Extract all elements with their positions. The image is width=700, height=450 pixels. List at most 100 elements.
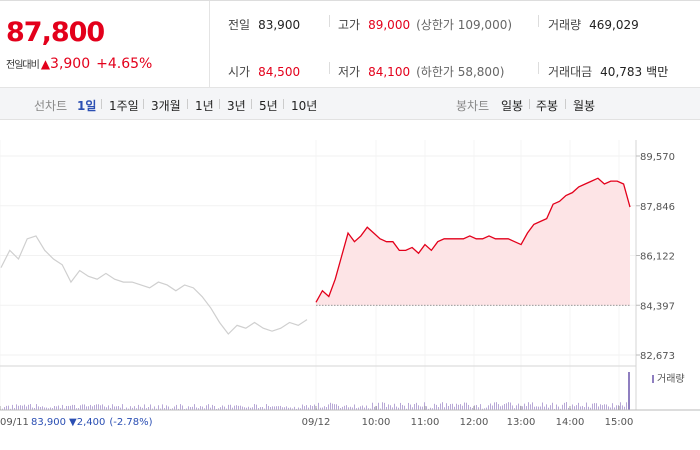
volume-bar [496, 402, 497, 410]
volume-bar [186, 408, 187, 410]
stat-high-value: 89,000 [368, 18, 411, 32]
stat-open-value: 84,500 [258, 65, 301, 79]
previous-day-series [0, 235, 308, 335]
volume-bar [276, 406, 277, 410]
volume-bar [194, 404, 195, 410]
volume-bar [240, 405, 241, 410]
volume-bar [280, 405, 281, 410]
volume-bar [528, 402, 529, 410]
volume-bar [294, 406, 295, 410]
volume-bar [330, 402, 331, 410]
volume-bar [434, 403, 435, 410]
divider [251, 99, 252, 109]
volume-bar [406, 408, 407, 410]
volume-bar [340, 408, 341, 410]
volume-bar [126, 407, 127, 410]
down-arrow-icon: ▼ [69, 417, 77, 428]
volume-bar [516, 405, 517, 410]
volume-bar [230, 404, 231, 410]
volume-bar [46, 407, 47, 410]
current-price: 87,800 [6, 17, 105, 48]
volume-bar [384, 402, 385, 410]
volume-bar [554, 408, 555, 410]
volume-bar [556, 404, 557, 410]
volume-bar [492, 405, 493, 410]
volume-bar [380, 408, 381, 410]
volume-bar [264, 408, 265, 410]
stat-trade-value-value: 40,783 [600, 65, 643, 79]
period-tab-1w[interactable]: 1주일 [109, 99, 139, 113]
volume-bar [170, 408, 171, 410]
volume-bar [490, 403, 491, 410]
period-tab-10y[interactable]: 10년 [291, 99, 318, 113]
volume-bar [414, 404, 415, 410]
volume-bar [90, 404, 91, 410]
volume-bar [262, 407, 263, 410]
volume-bar [444, 407, 445, 410]
volume-bar [176, 404, 177, 410]
volume-bar [622, 405, 623, 410]
volume-bar [68, 405, 69, 410]
volume-bar [254, 404, 255, 410]
volume-bar [552, 402, 553, 410]
volume-bar [184, 408, 185, 410]
stat-open: 시가 84,500 [228, 63, 300, 80]
volume-bar [116, 406, 117, 410]
volume-bar [4, 407, 5, 410]
volume-bar [566, 402, 567, 410]
volume-bar [354, 404, 355, 410]
volume-bar [366, 405, 367, 410]
volume-bar [108, 405, 109, 410]
volume-bar [168, 406, 169, 410]
volume-bar [106, 407, 107, 410]
volume-bar [24, 404, 25, 410]
volume-bar [538, 406, 539, 410]
volume-bar [98, 404, 99, 410]
volume-bar [606, 404, 607, 410]
today-series [315, 177, 631, 303]
candle-tab-monthly[interactable]: 월봉 [573, 99, 596, 113]
volume-bar [200, 406, 201, 410]
volume-bar [20, 405, 21, 410]
candle-tab-daily[interactable]: 일봉 [501, 99, 524, 113]
volume-bar [6, 405, 7, 410]
today-area-fill [316, 178, 630, 306]
volume-bar [190, 407, 191, 410]
volume-bar [572, 404, 573, 410]
volume-bar [626, 402, 627, 410]
period-tab-1y[interactable]: 1년 [195, 99, 214, 113]
volume-bar [216, 408, 217, 410]
period-tab-3y[interactable]: 3년 [227, 99, 246, 113]
period-tab-5y[interactable]: 5년 [259, 99, 278, 113]
volume-bar [70, 405, 71, 410]
volume-bar [220, 407, 221, 410]
volume-bar [58, 405, 59, 410]
volume-bar [558, 406, 559, 410]
volume-bar [442, 402, 443, 410]
x-tick-label: 11:00 [411, 417, 440, 428]
period-tab-1d[interactable]: 1일 [77, 99, 97, 113]
volume-bar [428, 408, 429, 410]
volume-bar [244, 407, 245, 410]
volume-bar [66, 406, 67, 410]
volume-bar [416, 402, 417, 410]
stat-prev-close: 전일 83,900 [228, 16, 300, 33]
volume-bar [52, 408, 53, 410]
volume-bar [36, 404, 37, 410]
volume-bar [196, 407, 197, 410]
volume-bar [510, 402, 511, 410]
volume-bar [266, 404, 267, 410]
volume-bar [314, 404, 315, 410]
volume-bar [14, 408, 15, 410]
period-tab-3m[interactable]: 3개월 [151, 99, 181, 113]
volume-bar [392, 407, 393, 410]
candle-tab-weekly[interactable]: 주봉 [536, 99, 559, 113]
volume-bar [536, 406, 537, 410]
volume-bar [180, 404, 181, 410]
volume-bar [136, 408, 137, 410]
volume-bar [596, 403, 597, 410]
volume-bar [460, 404, 461, 410]
volume-bar [486, 407, 487, 410]
volume-bar [438, 407, 439, 410]
